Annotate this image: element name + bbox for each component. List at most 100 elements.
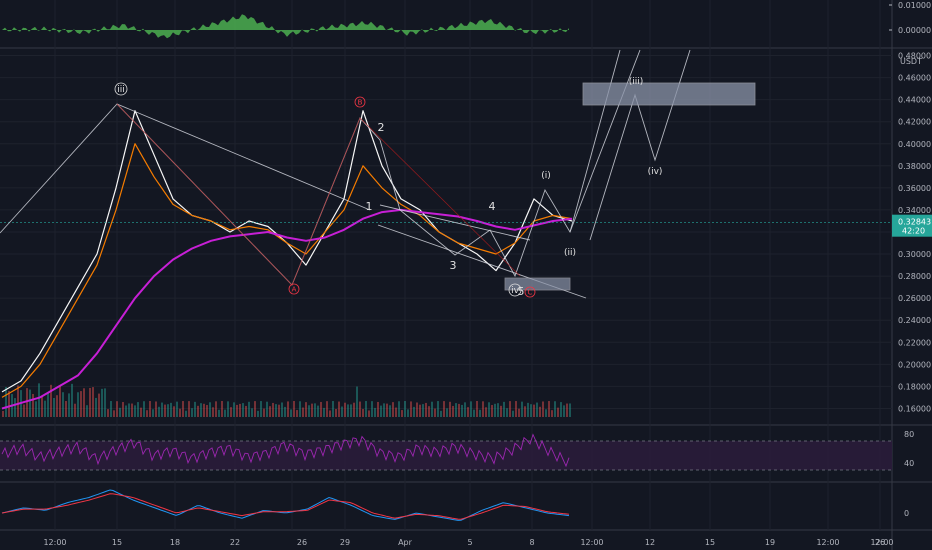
- volume-bar: [29, 389, 31, 417]
- volume-bar: [317, 405, 319, 417]
- volume-bar: [203, 403, 205, 417]
- volume-bar: [326, 401, 328, 417]
- volume-bar: [551, 410, 553, 417]
- rsi-tick-label: 40: [904, 459, 914, 468]
- volume-bar: [485, 407, 487, 417]
- volume-bar: [137, 402, 139, 417]
- volume-bar: [98, 393, 100, 417]
- volume-bar: [209, 402, 211, 417]
- time-tick-label: 22: [230, 538, 240, 547]
- volume-bar: [233, 402, 235, 417]
- volume-bar: [77, 392, 79, 417]
- volume-bar: [221, 401, 223, 417]
- volume-bar: [62, 392, 64, 417]
- wave-label: C: [528, 289, 533, 297]
- time-tick-label: 19: [765, 538, 775, 547]
- volume-bar: [182, 401, 184, 417]
- volume-bar: [35, 401, 37, 417]
- volume-bar: [566, 403, 568, 417]
- volume-bar: [95, 397, 97, 417]
- volume-bar: [167, 404, 169, 417]
- volume-bar: [401, 410, 403, 417]
- volume-bar: [296, 410, 298, 417]
- volume-bar: [269, 406, 271, 417]
- volume-bar: [8, 390, 10, 417]
- volume-bar: [299, 401, 301, 417]
- volume-bar: [437, 401, 439, 417]
- volume-bar: [191, 408, 193, 417]
- volume-bar: [50, 384, 52, 417]
- volume-bar: [83, 388, 85, 417]
- volume-bar: [371, 401, 373, 417]
- volume-bar: [92, 387, 94, 417]
- volume-bar: [368, 410, 370, 417]
- price-tick-label: 0.38000: [898, 162, 931, 171]
- volume-bar: [173, 406, 175, 417]
- volume-bar: [554, 401, 556, 417]
- wave-label-circle: [524, 286, 536, 298]
- volume-bar: [332, 401, 334, 417]
- volume-bar: [59, 385, 61, 417]
- oscillator-tick-label: 0.01000: [898, 1, 931, 10]
- volume-bar: [230, 407, 232, 417]
- volume-bar: [311, 403, 313, 417]
- volume-bar: [23, 404, 25, 417]
- volume-bar: [413, 406, 415, 417]
- volume-bar: [482, 401, 484, 417]
- oscillator-area: [2, 14, 569, 39]
- volume-bar: [389, 405, 391, 417]
- volume-bar: [131, 403, 133, 417]
- wave-label: 2: [378, 121, 385, 134]
- volume-bar: [122, 402, 124, 417]
- volume-bar: [479, 409, 481, 417]
- volume-bar: [407, 409, 409, 417]
- wave-label: iv: [511, 286, 520, 296]
- volume-bar: [125, 405, 127, 417]
- volume-bar: [410, 401, 412, 417]
- volume-bar: [179, 408, 181, 417]
- volume-bar: [398, 401, 400, 417]
- volume-bar: [305, 402, 307, 417]
- volume-bar: [128, 403, 130, 417]
- wave-label-circle: [508, 283, 522, 297]
- volume-bar: [242, 403, 244, 417]
- wave-label: (ii): [564, 248, 576, 258]
- volume-bar: [512, 410, 514, 417]
- oscillator-tick-label: 0.00000: [898, 26, 931, 35]
- wave-line: [569, 49, 621, 233]
- volume-bar: [32, 393, 34, 417]
- volume-bar: [434, 408, 436, 417]
- volume-bar: [2, 411, 4, 417]
- volume-bar: [53, 398, 55, 417]
- volume-bar: [266, 401, 268, 417]
- volume-bar: [356, 386, 358, 417]
- volume-bar: [323, 407, 325, 417]
- volume-bar: [428, 406, 430, 417]
- volume-bar: [5, 386, 7, 417]
- corrective-wave-line: [116, 103, 521, 286]
- price-tick-label: 0.26000: [898, 294, 931, 303]
- volume-bar: [110, 401, 112, 417]
- volume-bar: [293, 401, 295, 417]
- volume-bar: [341, 406, 343, 417]
- wave-label: A: [292, 286, 297, 294]
- wave-label: (i): [541, 171, 551, 181]
- volume-bar: [263, 408, 265, 417]
- wave-line: [379, 204, 531, 241]
- volume-bar: [44, 400, 46, 417]
- volume-bar: [164, 404, 166, 417]
- macd-tick-label: 0: [904, 509, 909, 518]
- volume-bar: [251, 408, 253, 417]
- volume-bar: [200, 403, 202, 417]
- volume-bar: [542, 401, 544, 417]
- price-tick-label: 0.44000: [898, 96, 931, 105]
- time-tick-label: 29: [340, 538, 350, 547]
- macd-line: [1, 493, 570, 520]
- volume-bar: [362, 408, 364, 417]
- time-tick-label: 12:00: [580, 538, 603, 547]
- volume-bar: [68, 393, 70, 417]
- current-price-badge: [892, 214, 932, 237]
- volume-bar: [494, 403, 496, 417]
- price-tick-label: 0.30000: [898, 250, 931, 259]
